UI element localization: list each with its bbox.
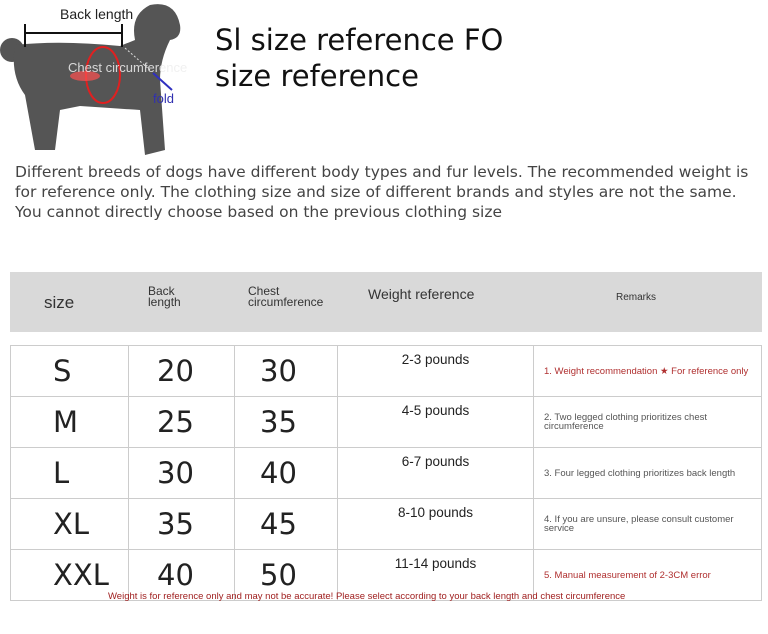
weight-cell: 2-3 pounds	[337, 345, 534, 397]
remark-cell: 5. Manual measurement of 2-3CM error	[533, 549, 762, 601]
remark-cell: 4. If you are unsure, please consult cus…	[533, 498, 762, 550]
footer-note: Weight is for reference only and may not…	[108, 591, 626, 602]
header-back: Back length	[148, 284, 181, 309]
weight-cell: 8-10 pounds	[337, 498, 534, 550]
table-row: XXL 40 50 11-14 pounds 5. Manual measure…	[10, 549, 762, 601]
size-cell: XL	[10, 498, 129, 550]
header-chest: Chest circumference	[248, 284, 324, 309]
size-cell: L	[10, 447, 129, 499]
fold-label: fold	[153, 91, 174, 106]
back-cell: 20	[128, 345, 235, 397]
chest-cell: 35	[234, 396, 338, 448]
chest-cell: 45	[234, 498, 338, 550]
back-length-label: Back length	[60, 6, 133, 22]
table-row: L 30 40 6-7 pounds 3. Four legged clothi…	[10, 447, 762, 499]
back-cell: 35	[128, 498, 235, 550]
back-cell: 30	[128, 447, 235, 499]
dog-measurement-diagram: Back length Chest circumference fold	[0, 4, 187, 155]
back-cell: 40	[128, 549, 235, 601]
description: Different breeds of dogs have different …	[15, 163, 749, 221]
remark-cell: 3. Four legged clothing prioritizes back…	[533, 447, 762, 499]
dog-silhouette	[0, 4, 181, 155]
back-cell: 25	[128, 396, 235, 448]
size-cell: XXL	[10, 549, 129, 601]
remark-cell: 2. Two legged clothing prioritizes chest…	[533, 396, 762, 448]
size-cell: S	[10, 345, 129, 397]
chest-cell: 50	[234, 549, 338, 601]
chest-cell: 40	[234, 447, 338, 499]
table-row: XL 35 45 8-10 pounds 4. If you are unsur…	[10, 498, 762, 550]
table-header: size Back length Chest circumference Wei…	[10, 272, 762, 332]
header-size: size	[44, 293, 75, 312]
remark-cell: 1. Weight recommendation ★ For reference…	[533, 345, 762, 397]
chest-label: Chest circumference	[68, 60, 187, 75]
size-cell: M	[10, 396, 129, 448]
page-title: Sl size reference FO size reference	[215, 23, 504, 93]
weight-cell: 11-14 pounds	[337, 549, 534, 601]
chest-cell: 30	[234, 345, 338, 397]
weight-cell: 6-7 pounds	[337, 447, 534, 499]
table-row: S 20 30 2-3 pounds 1. Weight recommendat…	[10, 345, 762, 397]
header-weight: Weight reference	[368, 286, 475, 302]
table-row: M 25 35 4-5 pounds 2. Two legged clothin…	[10, 396, 762, 448]
weight-cell: 4-5 pounds	[337, 396, 534, 448]
header-remarks: Remarks	[616, 292, 657, 303]
size-table: S 20 30 2-3 pounds 1. Weight recommendat…	[10, 345, 762, 601]
